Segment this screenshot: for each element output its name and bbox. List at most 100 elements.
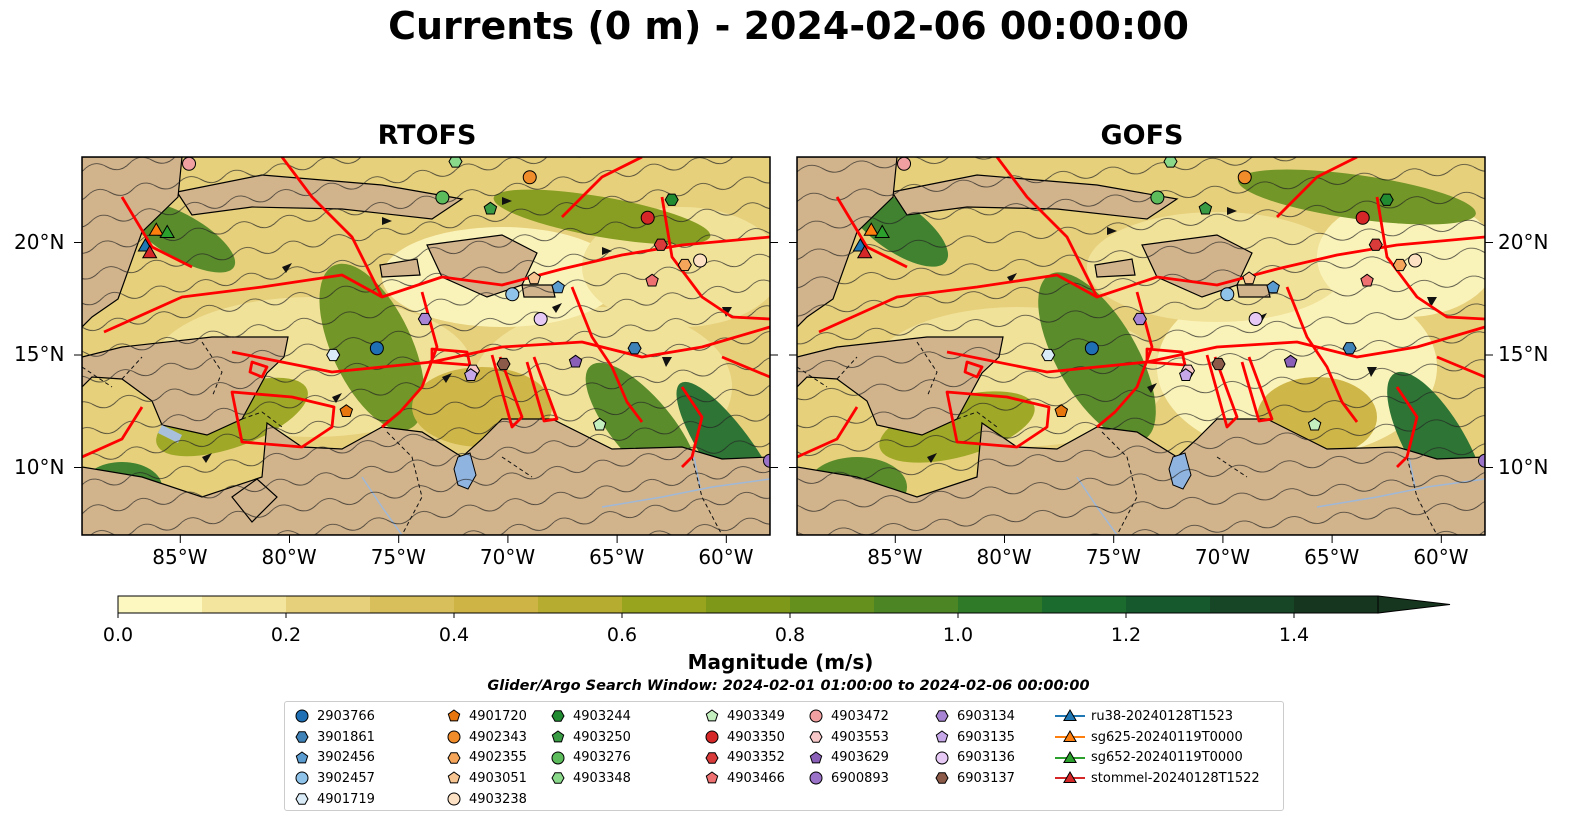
legend-item-label: 6903134	[957, 708, 1015, 724]
legend-pentagon-icon	[935, 730, 949, 743]
colorbar-tick-label: 0.4	[438, 624, 470, 646]
legend-pentagon-icon	[447, 709, 461, 722]
legend-item-label: 4903349	[727, 708, 785, 724]
colorbar-segment	[538, 596, 623, 613]
lon-tick-label: 85°W	[152, 545, 208, 569]
legend-item-label: 4903553	[831, 729, 889, 745]
legend-item: 4903553	[807, 727, 889, 748]
argo-float-6903134	[1132, 312, 1147, 326]
legend-marker-icon	[295, 751, 309, 764]
legend-marker-icon	[1055, 730, 1085, 743]
legend-item: 4903244	[549, 706, 631, 727]
argo-float-3902456	[551, 280, 565, 294]
argo-float-4903466	[645, 273, 659, 287]
legend-triangle-icon	[1063, 750, 1077, 763]
glider-stommel	[141, 244, 158, 259]
legend-column: 2903766 3901861 3902456 3902457 4901719	[293, 706, 375, 809]
argo-float-6903134	[417, 312, 432, 326]
legend-item: 6900893	[807, 768, 889, 789]
argo-float-6903136	[533, 312, 548, 326]
map-panel-rtofs	[74, 156, 778, 543]
colorbar-segment	[622, 596, 707, 613]
lon-tick-label: 80°W	[976, 545, 1032, 569]
legend-hexagon-icon	[935, 710, 949, 723]
legend-item-label: 3902456	[317, 750, 375, 766]
argo-float-4903276	[435, 190, 450, 205]
argo-float-4903472	[182, 157, 197, 171]
colorbar-tick-label: 0.2	[270, 624, 302, 646]
argo-float-4903629	[568, 354, 583, 368]
platform-markers	[852, 157, 1485, 468]
colorbar-segment	[118, 596, 203, 613]
legend-item-label: 4903352	[727, 750, 785, 766]
legend-item-label: 4903350	[727, 729, 785, 745]
legend-marker-icon	[705, 771, 719, 784]
colorbar-tick-label: 0.6	[606, 624, 638, 646]
argo-float-3901861	[627, 342, 642, 355]
legend-pentagon-icon	[705, 709, 719, 722]
legend-item: 4903250	[549, 727, 631, 748]
legend-item: 6903136	[933, 747, 1015, 768]
lon-tick-label: 80°W	[261, 545, 317, 569]
legend-column: 4903244 4903250 4903276 4903348	[549, 706, 631, 789]
legend-item-label: 4902343	[469, 729, 527, 745]
legend-item: 6903135	[933, 727, 1015, 748]
colorbar-tick-label: 0.8	[774, 624, 806, 646]
argo-float-4902355	[677, 258, 692, 272]
legend-circle-icon	[447, 792, 461, 806]
legend-item: 6903134	[933, 706, 1015, 727]
legend-hexagon-icon	[551, 772, 565, 785]
legend-circle-icon	[295, 771, 309, 785]
legend-marker-icon	[1055, 771, 1085, 784]
lat-tick-label: 15°N	[1498, 342, 1549, 366]
map-panel-gofs	[789, 156, 1493, 543]
glider-sg625	[863, 222, 880, 236]
legend-item-label: 4901719	[317, 791, 375, 807]
argo-float-4903349	[592, 417, 607, 431]
legend-hexagon-icon	[935, 772, 949, 785]
colorbar	[117, 595, 1451, 618]
legend-item: 4903352	[703, 747, 785, 768]
glider-sg652	[159, 224, 175, 238]
colorbar-segment	[370, 596, 455, 613]
legend-triangle-icon	[1063, 771, 1077, 784]
legend-hexagon-icon	[295, 793, 309, 805]
legend-marker-icon	[935, 751, 949, 765]
colorbar-segment	[874, 596, 959, 613]
colorbar-segment	[706, 596, 791, 613]
argo-float-6903137	[496, 357, 511, 371]
legend-marker-icon	[809, 731, 823, 743]
argo-float-6900893	[1478, 453, 1485, 468]
legend-item: sg652-20240119T0000	[1055, 747, 1260, 768]
lon-tick-label: 75°W	[370, 545, 426, 569]
legend-column: ru38-20240128T1523 sg625-20240119T0000 sg6…	[1055, 706, 1260, 789]
colorbar-label: Magnitude (m/s)	[687, 650, 874, 674]
legend-circle-icon	[705, 730, 719, 744]
colorbar-segment	[1294, 596, 1379, 613]
legend-item-label: 4903250	[573, 729, 631, 745]
eez-boundaries	[82, 157, 770, 468]
argo-float-4901719	[1041, 348, 1056, 362]
glider-stommel	[856, 244, 873, 259]
legend-marker-icon	[447, 771, 461, 784]
legend-item: 4902355	[445, 747, 527, 768]
legend-marker-icon	[705, 730, 719, 744]
colorbar-segment	[958, 596, 1043, 613]
panel-title-gofs: GOFS	[1100, 120, 1184, 151]
argo-float-4903352	[653, 238, 668, 251]
legend-marker-icon	[1055, 750, 1085, 763]
figure-title: Currents (0 m) - 2024-02-06 00:00:00	[388, 4, 1189, 48]
argo-float-3902457	[505, 287, 520, 302]
legend-circle-icon	[295, 709, 309, 723]
argo-float-4903629	[1283, 354, 1298, 368]
legend-item-label: 4903276	[573, 750, 631, 766]
legend-item-label: 4903348	[573, 770, 631, 786]
colorbar-segment	[1210, 596, 1295, 613]
legend-item: 4901720	[445, 706, 527, 727]
legend-column: 4903349 4903350 4903352 4903466	[703, 706, 785, 789]
legend-item-label: 6903137	[957, 770, 1015, 786]
argo-float-4903051	[1242, 271, 1256, 285]
argo-float-4903250	[483, 201, 498, 215]
lon-tick-label: 70°W	[1194, 545, 1251, 569]
legend-item: 4903238	[445, 789, 527, 810]
